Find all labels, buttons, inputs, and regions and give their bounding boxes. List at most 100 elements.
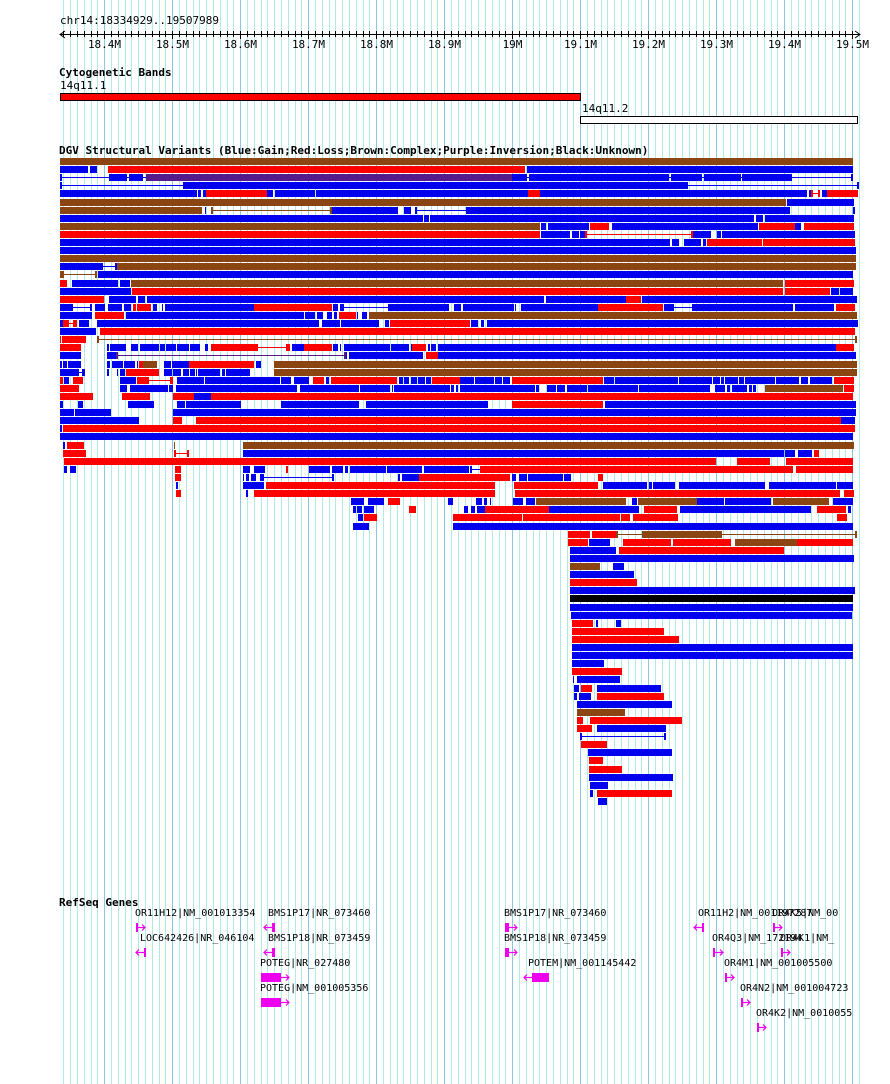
variant-feature[interactable] xyxy=(460,385,535,392)
variant-feature[interactable] xyxy=(129,174,143,181)
variant-feature[interactable] xyxy=(147,296,544,303)
variant-feature[interactable] xyxy=(404,377,409,384)
gene-label[interactable]: LOC642426|NR_046104 xyxy=(140,933,255,944)
variant-feature[interactable] xyxy=(274,361,857,368)
variant-feature[interactable] xyxy=(570,555,854,562)
variant-feature[interactable] xyxy=(177,401,185,408)
variant-feature[interactable] xyxy=(140,344,143,351)
variant-feature[interactable] xyxy=(773,498,829,505)
variant-feature[interactable] xyxy=(732,385,747,392)
variant-feature[interactable] xyxy=(98,271,853,278)
variant-feature[interactable] xyxy=(160,344,165,351)
variant-feature[interactable] xyxy=(333,344,338,351)
variant-feature[interactable] xyxy=(60,320,63,327)
gene-glyph[interactable] xyxy=(713,948,724,957)
variant-feature[interactable] xyxy=(353,506,356,513)
variant-feature[interactable] xyxy=(836,344,854,351)
dgv-track[interactable] xyxy=(0,157,890,877)
variant-feature[interactable] xyxy=(409,506,416,513)
variant-feature[interactable] xyxy=(129,377,136,384)
variant-feature[interactable] xyxy=(548,223,589,230)
variant-feature[interactable] xyxy=(60,215,423,222)
variant-feature[interactable] xyxy=(64,466,67,473)
variant-feature[interactable] xyxy=(745,377,775,384)
variant-feature[interactable] xyxy=(581,685,592,692)
variant-feature[interactable] xyxy=(798,450,812,457)
variant-feature[interactable] xyxy=(169,385,173,392)
variant-feature[interactable] xyxy=(577,717,583,724)
variant-feature[interactable] xyxy=(471,506,475,513)
variant-feature[interactable] xyxy=(153,304,157,311)
variant-feature[interactable] xyxy=(172,361,177,368)
gene-glyph[interactable] xyxy=(781,948,791,957)
variant-feature[interactable] xyxy=(122,385,127,392)
variant-feature[interactable] xyxy=(572,660,604,667)
gene-label[interactable]: OR11H2|NM_001197287 xyxy=(698,908,813,919)
variant-feature[interactable] xyxy=(144,304,151,311)
variant-feature[interactable] xyxy=(369,312,857,319)
variant-feature[interactable] xyxy=(588,749,672,756)
variant-feature[interactable] xyxy=(331,377,397,384)
variant-feature[interactable] xyxy=(448,498,453,505)
variant-feature[interactable] xyxy=(281,377,291,384)
gene-label[interactable]: OR4K5|NM_00 xyxy=(772,908,839,919)
variant-feature[interactable] xyxy=(612,223,758,230)
variant-feature[interactable] xyxy=(340,304,342,311)
variant-feature[interactable] xyxy=(580,231,585,238)
variant-feature[interactable] xyxy=(487,320,858,327)
variant-feature[interactable] xyxy=(256,361,261,368)
variant-feature[interactable] xyxy=(574,693,577,700)
variant-feature[interactable] xyxy=(693,231,711,238)
variant-feature[interactable] xyxy=(60,239,670,246)
variant-feature[interactable] xyxy=(60,433,853,440)
variant-feature[interactable] xyxy=(60,377,63,384)
variant-feature[interactable] xyxy=(623,539,671,546)
variant-feature[interactable] xyxy=(266,482,495,489)
variant-feature[interactable] xyxy=(198,190,201,197)
variant-feature[interactable] xyxy=(713,377,720,384)
variant-feature[interactable] xyxy=(642,531,679,538)
variant-feature[interactable] xyxy=(120,385,122,392)
variant-feature[interactable] xyxy=(412,344,426,351)
variant-feature[interactable] xyxy=(322,320,340,327)
variant-feature[interactable] xyxy=(479,304,514,311)
variant-feature[interactable] xyxy=(590,782,608,789)
variant-feature[interactable] xyxy=(604,377,614,384)
variant-feature[interactable] xyxy=(95,312,124,319)
variant-feature[interactable] xyxy=(572,668,622,675)
variant-feature[interactable] xyxy=(79,320,89,327)
variant-feature[interactable] xyxy=(827,190,858,197)
variant-feature[interactable] xyxy=(313,377,324,384)
variant-feature[interactable] xyxy=(547,385,556,392)
variant-feature[interactable] xyxy=(62,336,86,343)
gene-glyph[interactable] xyxy=(263,923,275,932)
variant-feature[interactable] xyxy=(222,369,225,376)
variant-feature[interactable] xyxy=(112,361,123,368)
variant-feature[interactable] xyxy=(490,498,491,505)
variant-feature[interactable] xyxy=(205,377,280,384)
gene-label[interactable]: OR4M1|NM_001005500 xyxy=(724,958,833,969)
variant-feature[interactable] xyxy=(63,320,67,327)
variant-feature[interactable] xyxy=(147,174,513,181)
gene-glyph[interactable] xyxy=(693,923,704,932)
variant-feature[interactable] xyxy=(305,312,315,319)
variant-feature[interactable] xyxy=(616,620,621,627)
variant-feature[interactable] xyxy=(63,425,855,432)
variant-feature[interactable] xyxy=(577,725,592,732)
variant-feature[interactable] xyxy=(173,409,856,416)
variant-feature[interactable] xyxy=(795,304,834,311)
variant-feature[interactable] xyxy=(137,361,138,368)
variant-feature[interactable] xyxy=(130,385,168,392)
variant-feature[interactable] xyxy=(133,304,136,311)
variant-feature[interactable] xyxy=(175,474,181,481)
variant-feature[interactable] xyxy=(304,344,332,351)
variant-feature[interactable] xyxy=(60,271,62,278)
variant-feature[interactable] xyxy=(254,490,495,497)
variant-feature[interactable] xyxy=(570,563,600,570)
variant-feature[interactable] xyxy=(126,369,159,376)
variant-feature[interactable] xyxy=(173,369,181,376)
variant-feature[interactable] xyxy=(627,377,643,384)
variant-feature[interactable] xyxy=(137,377,147,384)
variant-feature[interactable] xyxy=(590,790,593,797)
gene-label[interactable]: POTEM|NM_001145442 xyxy=(528,958,637,969)
